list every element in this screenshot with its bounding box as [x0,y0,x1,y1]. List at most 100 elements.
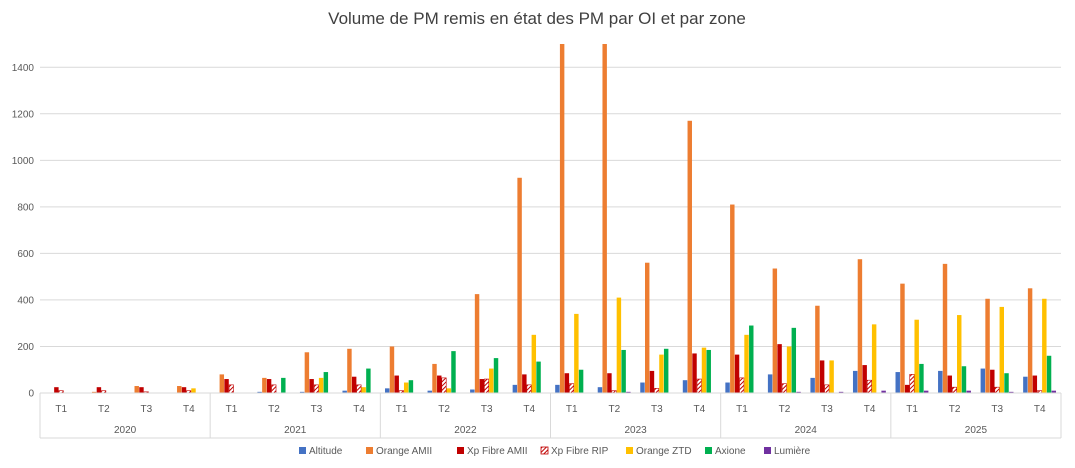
legend-label: Axione [715,446,746,457]
bar [810,377,815,393]
bar [904,384,910,393]
legend-item: Xp Fibre AMII [457,446,528,457]
x-tick-label: T1 [736,404,748,415]
bar [796,391,801,393]
bar [389,346,395,393]
bar [772,268,778,393]
y-tick-label: 1400 [12,63,35,74]
bar [597,387,603,393]
bar [54,387,59,393]
bar [871,324,877,393]
bar [862,365,867,393]
bar [1023,376,1028,393]
bar [432,363,437,393]
legend-swatch [366,447,373,454]
bar [569,383,575,394]
bar [687,120,692,393]
bar [257,391,262,393]
bar [574,313,579,393]
x-tick-label: T3 [481,404,493,415]
bar [555,384,560,393]
bar [517,177,522,393]
x-tick-label: T1 [55,404,67,415]
bar [980,368,986,393]
bar [866,379,872,394]
bar [616,297,622,393]
bar [347,348,352,393]
bar [437,375,442,393]
bar [578,369,584,393]
bar [1009,391,1014,393]
y-axis: 0 200 400 600 800 1000 1200 1400 [12,63,35,400]
bar [385,388,390,393]
bar [744,334,749,393]
year-label: 2023 [624,425,647,436]
bar [815,305,820,393]
bar [526,384,532,394]
bar [682,380,688,393]
bar [177,386,182,393]
bar [791,327,797,393]
bar [408,380,414,393]
bar [323,372,329,393]
bar [484,378,490,394]
chart-title: Volume de PM remis en état des PM par OI… [328,9,746,28]
bar [900,283,905,393]
x-axis: T1 T2 T3 T4 T1 T2 T3 T4 T1 T2 T3 T4 T1 T2 T3 T4 T1 T2 T3 T4… [39,392,1062,439]
bar [654,388,660,394]
x-tick-label: T2 [779,404,791,415]
bar [645,262,650,393]
bar [451,351,456,393]
bar [957,315,962,393]
year-label: 2021 [284,425,307,436]
bar [559,44,565,393]
bar [777,344,782,393]
y-tick-label: 1000 [12,156,35,167]
bar [663,348,669,393]
bar [474,294,480,393]
legend-swatch [457,447,464,454]
bar [318,377,324,393]
bar [739,377,745,394]
bar [942,263,948,393]
year-label: 2020 [114,425,137,436]
bar [692,353,697,393]
bar [262,377,267,393]
bar [536,361,541,393]
bar [224,379,229,393]
x-tick-label: T3 [651,404,663,415]
bar [91,391,97,393]
bar [749,325,754,393]
legend-item: Lumière [764,446,811,457]
legend-swatch [705,447,712,454]
y-tick-label: 800 [17,202,34,213]
bar [966,390,971,393]
bar [706,349,711,393]
bar [446,388,451,393]
bar [895,372,900,393]
legend-label: Xp Fibre RIP [551,446,609,457]
x-tick-label: T2 [98,404,110,415]
bar [838,391,844,393]
year-label: 2025 [965,425,988,436]
x-tick-label: T2 [268,404,280,415]
bar [564,373,570,393]
legend-label: Altitude [309,446,343,457]
bar [819,360,825,393]
bar [990,369,995,393]
legend-item: Orange AMII [366,446,432,457]
legend-item: Xp Fibre RIP [540,446,609,457]
legend-label: Orange ZTD [636,446,692,457]
bar [266,379,272,393]
x-tick-label: T2 [608,404,620,415]
legend-swatch [299,447,306,454]
bar [914,319,919,393]
legend-swatch [540,446,549,455]
x-tick-label: T3 [821,404,833,415]
x-tick-label: T3 [991,404,1003,415]
y-tick-label: 200 [17,342,34,353]
bar [649,370,655,393]
bar [951,386,958,394]
bar [640,382,645,393]
bar [1046,355,1052,393]
